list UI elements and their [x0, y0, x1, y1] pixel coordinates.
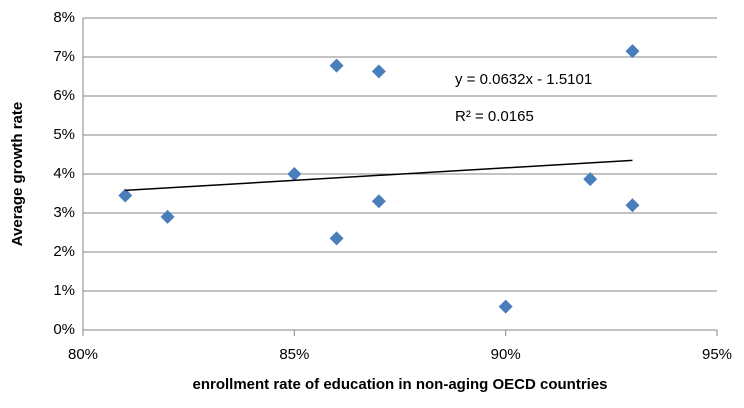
x-tick-label: 85% — [279, 346, 309, 363]
x-tick-label: 80% — [68, 346, 98, 363]
r-squared: R² = 0.0165 — [455, 108, 534, 125]
point — [625, 44, 640, 59]
y-axis-label: Average growth rate — [9, 102, 26, 247]
point — [329, 58, 344, 73]
point — [498, 299, 513, 314]
equation: y = 0.0632x - 1.5101 — [455, 71, 592, 88]
y-tick-label: 6% — [53, 87, 75, 104]
y-tick-label: 2% — [53, 243, 75, 260]
point — [371, 64, 386, 79]
y-tick-label: 7% — [53, 48, 75, 65]
point — [118, 188, 133, 203]
x-tick-label: 95% — [702, 346, 732, 363]
point — [160, 209, 175, 224]
y-tick-label: 8% — [53, 9, 75, 26]
point — [371, 194, 386, 209]
x-tick-label: 90% — [491, 346, 521, 363]
point — [625, 198, 640, 213]
y-tick-label: 0% — [53, 321, 75, 338]
x-axis-label: enrollment rate of education in non-agin… — [192, 376, 607, 393]
y-tick-label: 3% — [53, 204, 75, 221]
y-tick-label: 5% — [53, 126, 75, 143]
point — [329, 231, 344, 246]
trendline — [125, 159, 633, 192]
y-tick-label: 1% — [53, 282, 75, 299]
y-tick-label: 4% — [53, 165, 75, 182]
point — [287, 167, 302, 181]
point — [583, 172, 598, 187]
